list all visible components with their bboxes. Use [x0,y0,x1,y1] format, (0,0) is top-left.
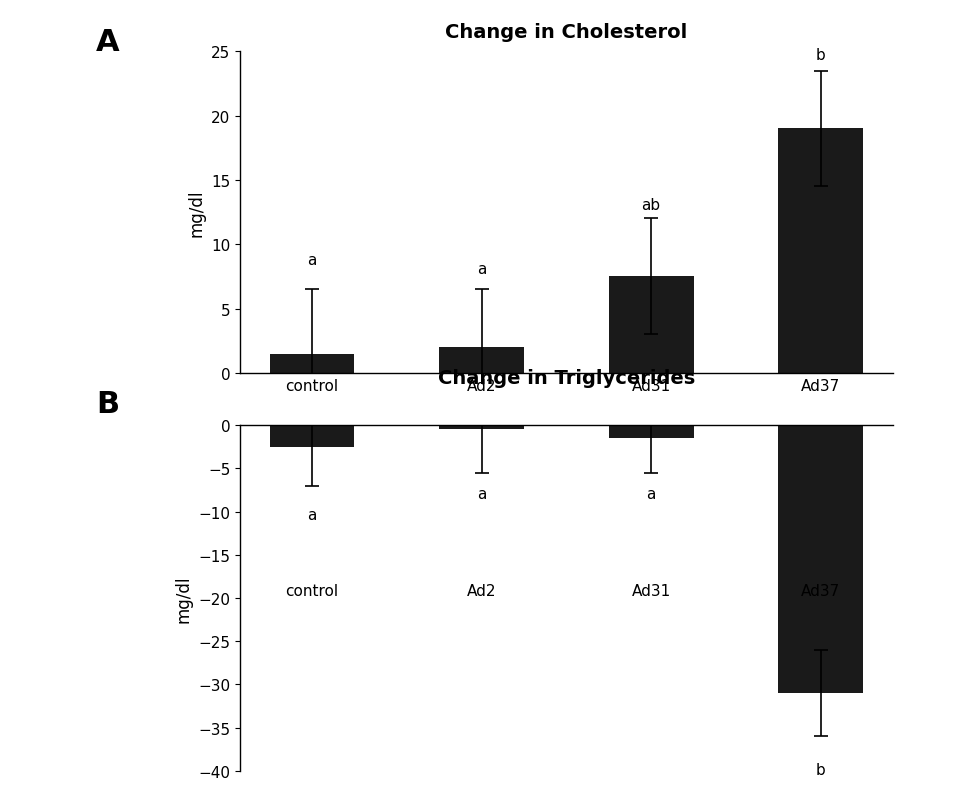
Y-axis label: mg/dl: mg/dl [187,189,205,237]
Title: Change in Cholesterol: Change in Cholesterol [445,23,687,43]
Bar [270,426,354,447]
Bar [270,354,354,373]
Title: Change in Triglycerides: Change in Triglycerides [438,369,695,388]
Bar [440,426,524,430]
Text: Ad2: Ad2 [467,583,496,598]
Text: a: a [477,486,487,501]
Text: a: a [307,253,317,268]
Text: Ad37: Ad37 [801,583,840,598]
Text: b: b [816,762,826,777]
Bar [609,277,693,373]
Text: A: A [96,28,120,57]
Bar [440,348,524,373]
Text: B: B [96,389,119,418]
Bar [779,129,863,373]
Text: Ad31: Ad31 [632,583,671,598]
Bar [609,426,693,438]
Bar [779,426,863,693]
Text: a: a [307,507,317,523]
Text: control: control [285,583,339,598]
Text: b: b [816,47,826,63]
Text: a: a [646,486,656,501]
Y-axis label: mg/dl: mg/dl [175,574,193,622]
Text: ab: ab [641,198,660,213]
Text: a: a [477,262,487,277]
